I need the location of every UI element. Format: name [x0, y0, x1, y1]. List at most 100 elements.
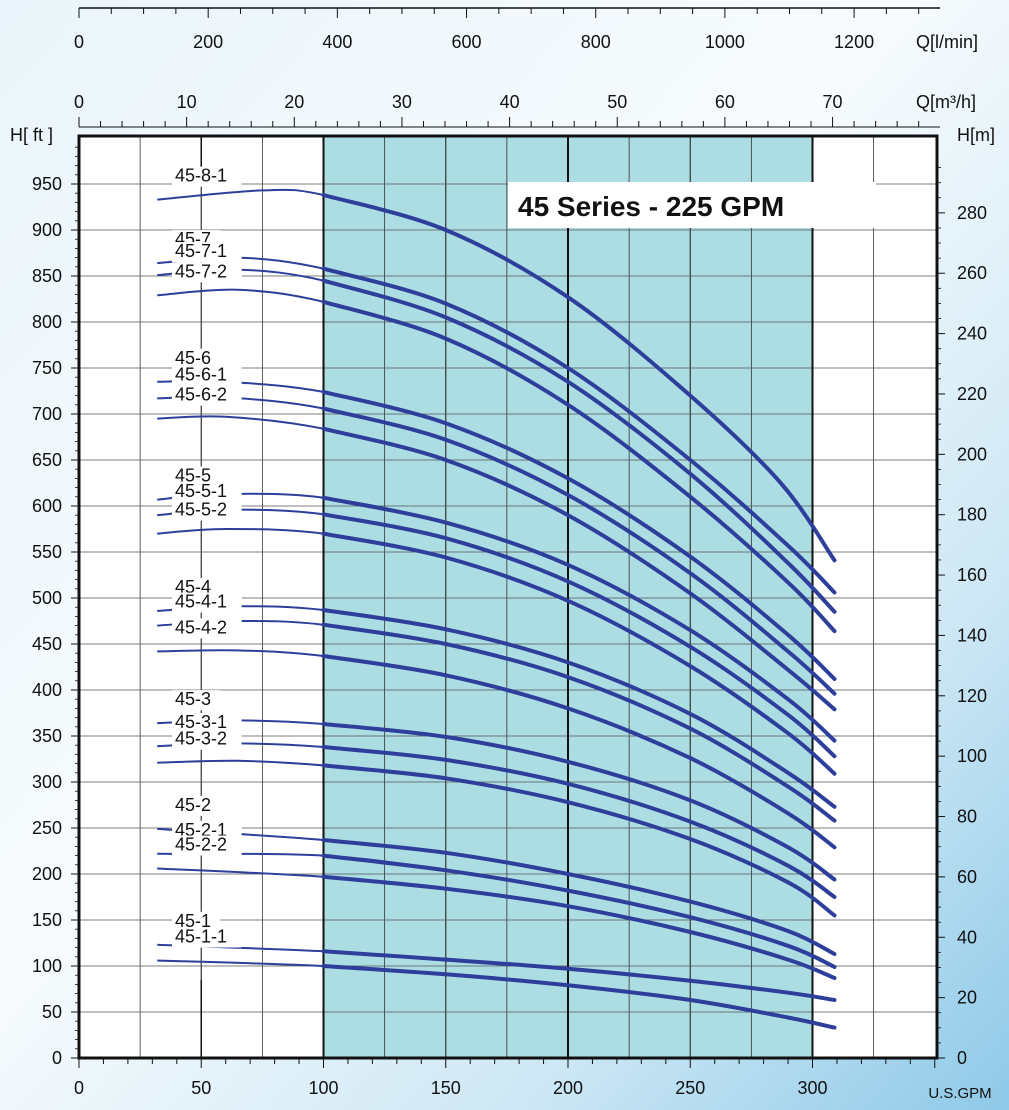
curve-labels: 45-8-145-745-7-145-7-245-645-6-145-6-245… — [172, 166, 242, 948]
axes: 0 50 100 150 200 250 300 U.S.GPM050100150200250… — [10, 7, 995, 1102]
curve-bold-45-6 — [321, 389, 837, 681]
y-left-tick-label: 700 — [32, 404, 62, 424]
top-axis-1-tick-label: 0 — [74, 32, 84, 52]
y-left-tick-label: 50 — [42, 1002, 62, 1022]
curve-label-bg — [172, 927, 242, 948]
curve-bold-45-7 — [321, 266, 837, 595]
curve-label-45-1-1: 45-1-1 — [175, 926, 227, 946]
curve-bold-45-7-2 — [321, 299, 837, 634]
plot-frame — [77, 134, 939, 1060]
y-left-axis-label: H[ ft ] — [10, 125, 53, 145]
curve-label-45-4: 45-4 — [175, 577, 211, 597]
curve-bold-45-4 — [321, 608, 837, 809]
y-left-tick-label: 250 — [32, 818, 62, 838]
top-axis-2-tick-label: 10 — [177, 92, 197, 112]
curve-label-bg — [172, 835, 242, 856]
top-axis-2-tick-label: 50 — [607, 92, 627, 112]
y-left-tick-label: 800 — [32, 312, 62, 332]
y-right-tick-label: 20 — [957, 988, 977, 1008]
curve-label-45-3-1: 45-3-1 — [175, 712, 227, 732]
top-axis-1-tick-label: 400 — [322, 32, 352, 52]
y-right-tick-label: 80 — [957, 807, 977, 827]
curve-label-45-5-1: 45-5-1 — [175, 481, 227, 501]
y-left-tick-label: 600 — [32, 496, 62, 516]
x-tick-label: 250 — [675, 1078, 705, 1098]
y-left-tick-label: 450 — [32, 634, 62, 654]
y-right-axis-label: H[m] — [957, 125, 995, 145]
curve-label-45-7-1: 45-7-1 — [175, 241, 227, 261]
curve-bold-45-5 — [321, 495, 837, 743]
y-right-tick-label: 240 — [957, 324, 987, 344]
curve-label-bg — [172, 618, 242, 639]
curve-label-bg — [172, 713, 242, 734]
top-axis-2-tick-label: 20 — [284, 92, 304, 112]
y-right-tick-label: 220 — [957, 384, 987, 404]
y-left-tick-label: 650 — [32, 450, 62, 470]
top-axis-1-tick-label: 1200 — [834, 32, 874, 52]
y-right-tick-label: 280 — [957, 203, 987, 223]
y-right-tick-label: 120 — [957, 686, 987, 706]
y-right-tick-label: 200 — [957, 444, 987, 464]
curve-label-45-2-2: 45-2-2 — [175, 834, 227, 854]
curve-label-bg — [172, 262, 242, 283]
top-axis-1-label: Q[l/min] — [916, 32, 978, 52]
curve-label-bg — [172, 365, 242, 386]
frame-rect — [77, 134, 939, 1060]
curve-label-bg — [172, 385, 242, 406]
top-axis-2-tick-label: 30 — [392, 92, 412, 112]
curve-bold-45-6-2 — [321, 426, 837, 712]
curve-label-45-8-1: 45-8-1 — [175, 166, 227, 186]
curve-label-bg — [172, 166, 242, 187]
top-axis-1-tick-label: 600 — [452, 32, 482, 52]
y-left-tick-label: 300 — [32, 772, 62, 792]
grid — [79, 136, 937, 1058]
top-axis-2-tick-label: 0 — [74, 92, 84, 112]
curve-label-bg — [172, 482, 242, 503]
y-left-tick-label: 850 — [32, 266, 62, 286]
y-left-tick-label: 150 — [32, 910, 62, 930]
curve-label-bg — [172, 795, 221, 816]
curve-bold-45-4-2 — [321, 654, 837, 850]
curve-label-bg — [172, 729, 242, 750]
curve-label-45-5: 45-5 — [175, 466, 211, 486]
y-left-tick-label: 500 — [32, 588, 62, 608]
x-tick-label: 100 — [308, 1078, 338, 1098]
y-left-tick-label: 750 — [32, 358, 62, 378]
y-left-tick-label: 550 — [32, 542, 62, 562]
curve-label-45-4-2: 45-4-2 — [175, 617, 227, 637]
y-right-tick-label: 140 — [957, 625, 987, 645]
y-right-tick-label: 100 — [957, 746, 987, 766]
curve-label-bg — [172, 592, 242, 613]
curve-bold-45-2 — [321, 838, 837, 956]
curve-label-bg — [172, 911, 221, 932]
curve-bold-45-3 — [321, 722, 837, 882]
curve-label-45-3-2: 45-3-2 — [175, 729, 227, 749]
curve-label-45-6: 45-6 — [175, 348, 211, 368]
x-tick-label: 200 — [553, 1078, 583, 1098]
x-tick-label: 0 — [74, 1078, 84, 1098]
chart-title: 45 Series - 225 GPM — [518, 191, 784, 222]
x-axis-label: U.S.GPM — [928, 1085, 991, 1102]
y-left-tick-label: 900 — [32, 220, 62, 240]
y-left-tick-label: 0 — [52, 1048, 62, 1068]
x-tick-label: 150 — [431, 1078, 461, 1098]
curve-label-45-3: 45-3 — [175, 689, 211, 709]
top-axis-1-tick-label: 200 — [193, 32, 223, 52]
x-tick-label: 300 — [797, 1078, 827, 1098]
curve-bold-45-2-2 — [321, 874, 837, 980]
curve-bold-45-8-1 — [321, 193, 837, 563]
y-right-tick-label: 40 — [957, 927, 977, 947]
top-axis-2-tick-label: 60 — [715, 92, 735, 112]
curve-label-45-6-1: 45-6-1 — [175, 364, 227, 384]
curve-label-45-6-2: 45-6-2 — [175, 385, 227, 405]
y-left-tick-label: 100 — [32, 956, 62, 976]
curve-label-45-4-1: 45-4-1 — [175, 592, 227, 612]
curve-label-45-7-2: 45-7-2 — [175, 261, 227, 281]
y-left-tick-label: 200 — [32, 864, 62, 884]
curve-bold-45-6-1 — [321, 406, 837, 696]
y-right-tick-label: 0 — [957, 1048, 967, 1068]
y-left-tick-label: 950 — [32, 174, 62, 194]
y-right-tick-label: 160 — [957, 565, 987, 585]
y-right-tick-label: 180 — [957, 505, 987, 525]
